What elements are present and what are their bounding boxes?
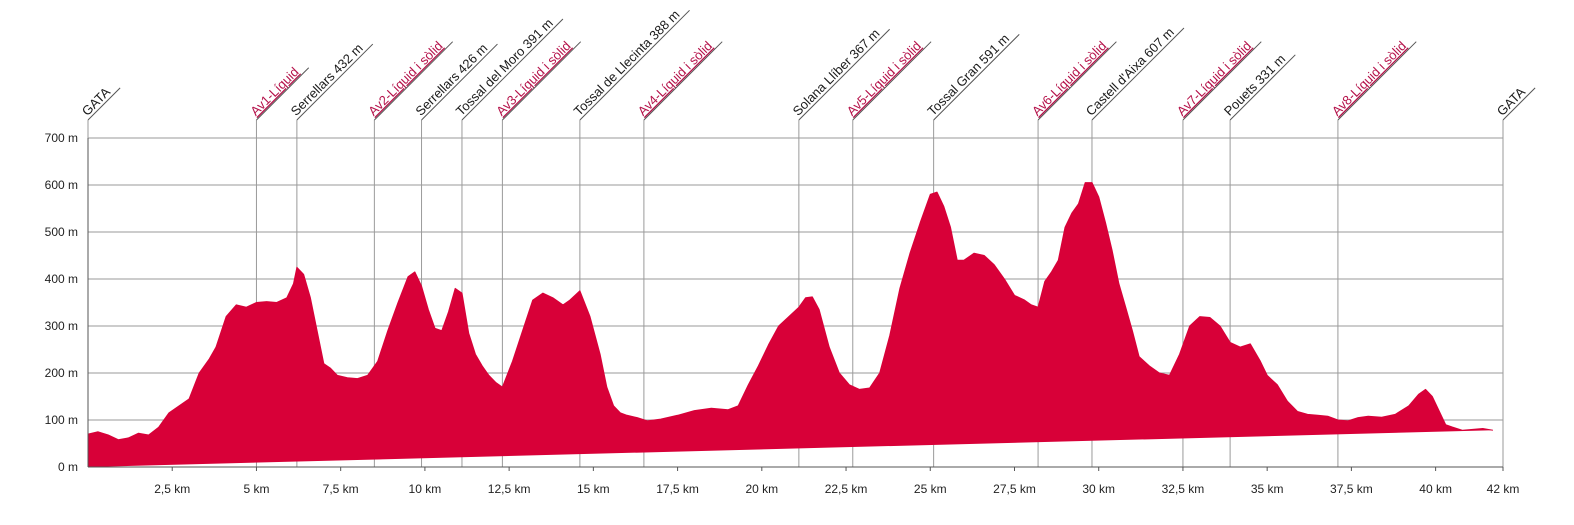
x-tick-label: 10 km bbox=[409, 482, 442, 496]
marker-leader-line bbox=[461, 18, 564, 121]
x-tick-label: 27,5 km bbox=[993, 482, 1036, 496]
marker-leader-line bbox=[1182, 41, 1262, 121]
x-tick-label: 40 km bbox=[1419, 482, 1452, 496]
x-tick-label: 42 km bbox=[1487, 482, 1520, 496]
marker-aid: Av2-Líquid i sòlid bbox=[365, 38, 454, 121]
x-tick-labels: 2,5 km 5 km 7,5 km 10 km 12,5 km 15 km 17,5 km… bbox=[154, 467, 1519, 496]
marker-landmark: GATA bbox=[1494, 84, 1536, 121]
marker-label: GATA bbox=[79, 84, 114, 119]
marker-leader-line bbox=[87, 87, 121, 121]
x-tick-label: 2,5 km bbox=[154, 482, 190, 496]
x-tick-label: 20 km bbox=[745, 482, 778, 496]
marker-leader-line bbox=[502, 41, 582, 121]
x-tick-label: 12,5 km bbox=[488, 482, 531, 496]
x-tick-label: 15 km bbox=[577, 482, 610, 496]
marker-label: Av8-Líquid i sòlid bbox=[1329, 38, 1409, 118]
y-tick-label: 0 m bbox=[58, 460, 78, 474]
marker-leader-line bbox=[643, 41, 723, 121]
x-tick-label: 32,5 km bbox=[1162, 482, 1205, 496]
marker-leader-line bbox=[933, 34, 1020, 121]
x-tick-label: 25 km bbox=[914, 482, 947, 496]
marker-leader-line bbox=[296, 43, 374, 121]
marker-landmark: Tossal de Llecinta 388 m bbox=[571, 7, 690, 121]
marker-label: Tossal Gran 591 m bbox=[924, 31, 1012, 119]
x-tick-label: 30 km bbox=[1082, 482, 1115, 496]
marker-leader-line bbox=[421, 43, 498, 121]
y-tick-label: 500 m bbox=[45, 225, 78, 239]
marker-leader-line bbox=[256, 67, 310, 121]
marker-aid: Av8-Líquid i sòlid bbox=[1329, 38, 1417, 121]
marker-leader-line bbox=[1091, 27, 1185, 121]
x-tick-label: 17,5 km bbox=[656, 482, 699, 496]
marker-leader-line bbox=[798, 28, 890, 121]
x-tick-label: 7,5 km bbox=[323, 482, 359, 496]
y-tick-label: 600 m bbox=[45, 178, 78, 192]
marker-landmark: Tossal Gran 591 m bbox=[924, 31, 1020, 121]
y-tick-label: 400 m bbox=[45, 272, 78, 286]
y-tick-label: 300 m bbox=[45, 319, 78, 333]
marker-landmark: Solana Llíber 367 m bbox=[790, 26, 890, 121]
marker-aid: Av7-Líquid i sòlid bbox=[1174, 38, 1262, 121]
x-tick-label: 37,5 km bbox=[1330, 482, 1373, 496]
marker-leader-line bbox=[1337, 41, 1417, 121]
marker-label: Serrellars 432 m bbox=[288, 41, 366, 119]
marker-label: GATA bbox=[1494, 84, 1529, 119]
y-tick-label: 100 m bbox=[45, 413, 78, 427]
x-tick-label: 5 km bbox=[243, 482, 269, 496]
marker-leader-line bbox=[852, 41, 932, 121]
marker-leader-line bbox=[1037, 41, 1117, 121]
y-tick-label: 700 m bbox=[45, 131, 78, 145]
marker-landmark: Castell d'Aixa 607 m bbox=[1083, 24, 1185, 121]
marker-label: Av3-Líquid i sòlid bbox=[493, 38, 573, 118]
marker-leader-line bbox=[1502, 87, 1536, 121]
y-tick-labels: 0 m 100 m 200 m 300 m 400 m 500 m 600 m 700 m bbox=[45, 131, 78, 474]
marker-leader-line bbox=[374, 41, 454, 121]
y-tick-label: 200 m bbox=[45, 366, 78, 380]
x-tick-label: 22,5 km bbox=[825, 482, 868, 496]
marker-leader-line bbox=[579, 9, 690, 121]
elevation-area bbox=[87, 182, 1493, 467]
marker-leader-line bbox=[1229, 54, 1296, 121]
marker-label: Tossal de Llecinta 388 m bbox=[571, 7, 683, 119]
marker-landmark: GATA bbox=[79, 84, 121, 121]
x-tick-label: 35 km bbox=[1251, 482, 1284, 496]
